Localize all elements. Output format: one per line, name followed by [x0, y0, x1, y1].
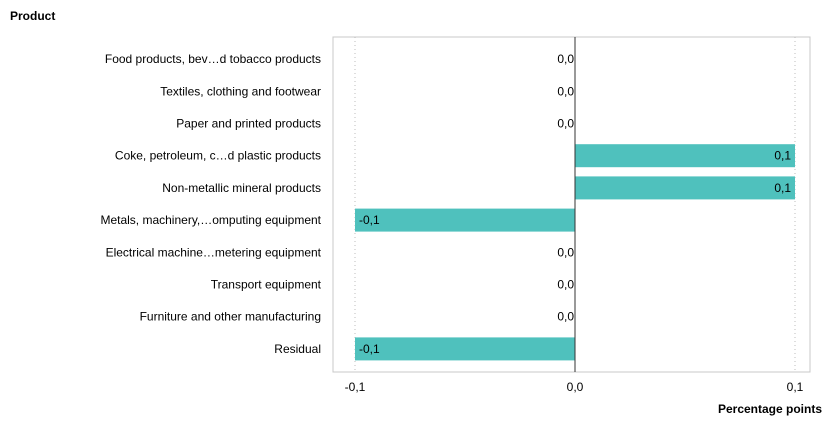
value-label: 0,0 — [557, 278, 574, 292]
plot-frame — [332, 36, 811, 373]
value-label: -0,1 — [359, 213, 380, 227]
x-axis-label: Percentage points — [717, 402, 822, 416]
value-label: 0,0 — [557, 245, 574, 259]
x-tick-labels: -0,1 0,0 0,1 — [345, 380, 804, 394]
value-labels: 0,0 0,0 0,0 0,1 0,1 -0,1 0,0 0,0 0,0 -0,1 — [359, 52, 791, 356]
category-label: Food products, bev…d tobacco products — [105, 52, 321, 66]
bar — [575, 144, 795, 168]
category-label: Coke, petroleum, c…d plastic products — [115, 149, 321, 163]
category-label: Non-metallic mineral products — [162, 181, 321, 195]
category-label: Textiles, clothing and footwear — [160, 84, 321, 98]
chart-title: Product — [10, 9, 56, 23]
bar — [355, 208, 575, 232]
x-tick-label: 0,0 — [567, 380, 584, 394]
category-label: Furniture and other manufacturing — [140, 310, 321, 324]
value-label: 0,1 — [774, 181, 791, 195]
value-label: -0,1 — [359, 342, 380, 356]
x-tick-label: 0,1 — [787, 380, 804, 394]
value-label: 0,1 — [774, 149, 791, 163]
category-label: Transport equipment — [211, 278, 322, 292]
value-label: 0,0 — [557, 52, 574, 66]
value-label: 0,0 — [557, 84, 574, 98]
bar — [575, 176, 795, 200]
category-label: Residual — [274, 342, 321, 356]
category-labels: Food products, bev…d tobacco products Tex… — [100, 52, 321, 356]
value-label: 0,0 — [557, 310, 574, 324]
x-tick-label: -0,1 — [345, 380, 366, 394]
category-label: Electrical machine…metering equipment — [106, 245, 322, 259]
bar — [355, 337, 575, 361]
category-label: Metals, machinery,…omputing equipment — [100, 213, 321, 227]
bars — [355, 144, 795, 361]
category-label: Paper and printed products — [176, 117, 321, 131]
value-label: 0,0 — [557, 117, 574, 131]
